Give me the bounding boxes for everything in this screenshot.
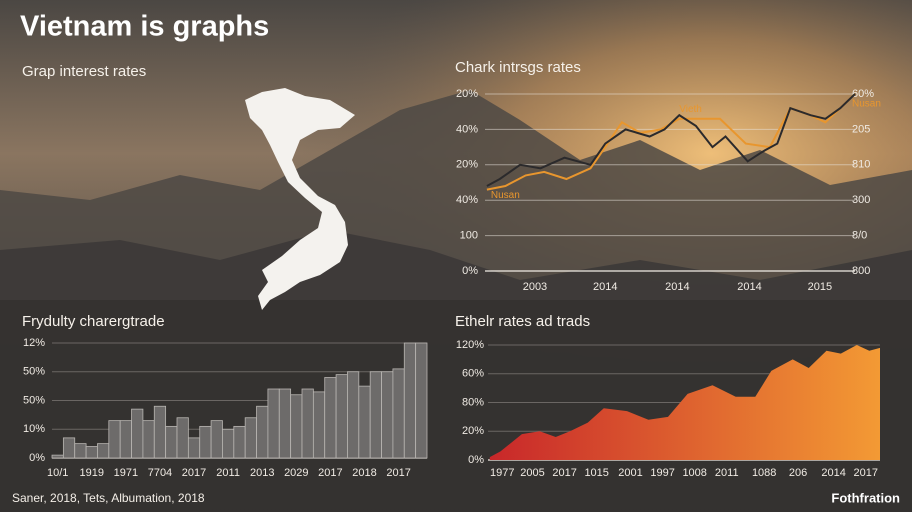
- x-tick-label: 1977: [490, 467, 514, 479]
- x-tick-label: 2014: [665, 281, 689, 293]
- bar: [278, 388, 292, 459]
- bar: [415, 342, 428, 459]
- x-tick-label: 2001: [618, 467, 642, 479]
- bar: [108, 420, 121, 459]
- bar: [85, 446, 98, 459]
- footer-source: Saner, 2018, Tets, Albumation, 2018: [12, 491, 205, 505]
- bar: [267, 388, 280, 459]
- bar: [210, 420, 223, 459]
- x-tick-label: 2018: [352, 467, 376, 479]
- x-tick-label: 10/1: [47, 467, 68, 479]
- x-tick-label: 1997: [650, 467, 674, 479]
- bar: [312, 391, 326, 459]
- bar: [290, 394, 303, 459]
- bar: [187, 437, 201, 459]
- page-title: Vietnam is graphs: [20, 11, 269, 43]
- y-tick-label: 50%: [23, 394, 45, 406]
- bar: [301, 388, 314, 459]
- y2-tick-label: 800: [852, 265, 870, 277]
- bar: [335, 374, 348, 459]
- bar: [358, 385, 371, 459]
- y2-tick-label: 60%: [852, 88, 874, 100]
- y-tick-label: 10%: [23, 423, 45, 435]
- y-tick-label: 0%: [468, 454, 484, 466]
- y-tick-label: 100: [460, 230, 478, 242]
- bar: [176, 417, 189, 459]
- bar: [153, 405, 167, 459]
- x-tick-label: 2029: [284, 467, 308, 479]
- y-tick-label: 50%: [23, 366, 45, 378]
- y2-tick-label: 300: [852, 194, 870, 206]
- bar: [199, 425, 212, 459]
- x-tick-label: 2017: [318, 467, 342, 479]
- bar: [392, 368, 405, 459]
- y-tick-label: 12%: [23, 337, 45, 349]
- bar: [381, 371, 394, 459]
- y-tick-label: 0%: [462, 265, 478, 277]
- y-tick-label: 20%: [456, 159, 478, 171]
- x-tick-label: 2014: [737, 281, 761, 293]
- y2-tick-label: 810: [852, 159, 870, 171]
- bar: [165, 425, 178, 459]
- series-label: Vieth: [679, 104, 702, 115]
- x-tick-label: 2013: [250, 467, 274, 479]
- footer-brand: Fothfration: [831, 490, 900, 505]
- bar: [256, 405, 269, 459]
- area: [489, 345, 880, 460]
- x-tick-label: 1088: [752, 467, 776, 479]
- y-tick-label: 80%: [462, 396, 484, 408]
- x-tick-label: 1008: [682, 467, 706, 479]
- y-tick-label: 120%: [456, 339, 484, 351]
- y-tick-label: 40%: [456, 194, 478, 206]
- bar: [233, 425, 246, 459]
- bar: [244, 417, 257, 459]
- annotation: Nusan: [852, 99, 881, 110]
- bar: [403, 342, 417, 459]
- x-tick-label: 2005: [520, 467, 544, 479]
- bar: [369, 371, 382, 459]
- x-tick-label: 2003: [523, 281, 547, 293]
- map-title: Grap interest rates: [22, 63, 146, 80]
- line-series: [486, 93, 856, 187]
- x-tick-label: 206: [789, 467, 807, 479]
- x-tick-label: 2017: [182, 467, 206, 479]
- x-tick-label: 7704: [148, 467, 172, 479]
- bar: [142, 420, 155, 459]
- y-tick-label: 40%: [456, 123, 478, 135]
- x-tick-label: 1919: [80, 467, 104, 479]
- y-tick-label: 20%: [462, 425, 484, 437]
- x-tick-label: 1971: [114, 467, 138, 479]
- vietnam-map: [245, 88, 355, 310]
- bar: [74, 443, 87, 459]
- bar: [119, 420, 132, 459]
- x-tick-label: 2015: [808, 281, 832, 293]
- x-tick-label: 2017: [552, 467, 576, 479]
- bar: [222, 428, 235, 459]
- bar: [324, 377, 337, 459]
- x-tick-label: 2014: [821, 467, 845, 479]
- y2-tick-label: 8/0: [852, 230, 867, 242]
- bar: [131, 408, 144, 459]
- x-tick-label: 2017: [854, 467, 878, 479]
- x-tick-label: 2017: [386, 467, 410, 479]
- bar: [51, 454, 64, 459]
- bar: [62, 437, 76, 459]
- chart-title: Ethelr rates ad trads: [455, 313, 590, 330]
- x-tick-label: 2011: [216, 467, 240, 479]
- x-tick-label: 2014: [593, 281, 617, 293]
- y-tick-label: 0%: [29, 452, 45, 464]
- chart-title: Chark intrsgs rates: [455, 59, 581, 76]
- x-tick-label: 2011: [715, 467, 739, 479]
- bar: [347, 371, 360, 459]
- bar: [97, 443, 110, 459]
- chart-title: Frydulty charergtrade: [22, 313, 165, 330]
- y-tick-label: 60%: [462, 368, 484, 380]
- y-tick-label: 20%: [456, 88, 478, 100]
- x-tick-label: 1015: [584, 467, 608, 479]
- y2-tick-label: 205: [852, 123, 870, 135]
- series-label: Nusan: [491, 190, 520, 201]
